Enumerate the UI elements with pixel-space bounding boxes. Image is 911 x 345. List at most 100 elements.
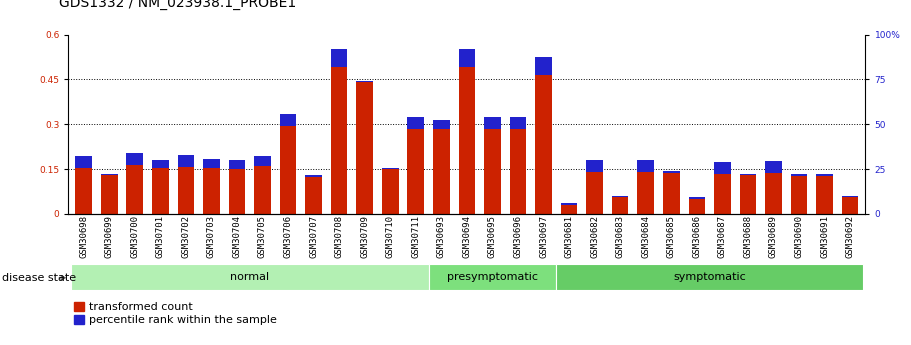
Text: GSM30706: GSM30706 <box>283 215 292 258</box>
Bar <box>714 161 731 174</box>
Text: symptomatic: symptomatic <box>673 272 746 282</box>
Bar <box>842 197 858 214</box>
Text: GSM30685: GSM30685 <box>667 215 676 258</box>
Text: GSM30708: GSM30708 <box>334 215 343 258</box>
Text: presymptomatic: presymptomatic <box>447 272 537 282</box>
Bar <box>791 174 807 176</box>
Bar <box>127 165 143 214</box>
Text: GSM30700: GSM30700 <box>130 215 139 258</box>
Text: GSM30702: GSM30702 <box>181 215 190 258</box>
Bar <box>101 174 118 175</box>
Bar <box>740 175 756 214</box>
Bar <box>587 160 603 172</box>
Bar <box>203 168 220 214</box>
Text: GSM30691: GSM30691 <box>820 215 829 258</box>
Bar <box>76 168 92 214</box>
Bar <box>509 129 527 214</box>
Text: GSM30711: GSM30711 <box>411 215 420 258</box>
Bar <box>458 67 476 214</box>
Bar <box>484 117 501 129</box>
Bar <box>740 174 756 175</box>
Bar <box>331 49 347 67</box>
Bar <box>765 173 782 214</box>
Bar <box>382 168 398 169</box>
Bar <box>791 176 807 214</box>
Bar <box>458 49 476 67</box>
Bar <box>638 172 654 214</box>
Text: GSM30693: GSM30693 <box>437 215 445 258</box>
Bar <box>152 160 169 168</box>
Text: GSM30686: GSM30686 <box>692 215 701 258</box>
Text: GSM30695: GSM30695 <box>488 215 496 258</box>
Bar <box>612 197 629 214</box>
Bar <box>433 129 450 214</box>
Bar <box>254 166 271 214</box>
Bar <box>152 168 169 214</box>
Text: GSM30696: GSM30696 <box>514 215 523 258</box>
Bar <box>127 152 143 165</box>
Text: GSM30684: GSM30684 <box>641 215 650 258</box>
Bar <box>280 114 296 126</box>
Bar <box>689 197 705 199</box>
Text: GSM30690: GSM30690 <box>794 215 804 258</box>
Bar <box>689 199 705 214</box>
Bar <box>71 264 428 290</box>
Bar <box>557 264 863 290</box>
Text: normal: normal <box>230 272 270 282</box>
Text: GSM30683: GSM30683 <box>616 215 625 258</box>
Text: GSM30704: GSM30704 <box>232 215 241 258</box>
Bar <box>765 161 782 173</box>
Bar <box>305 177 322 214</box>
Bar <box>229 169 245 214</box>
Bar <box>587 172 603 214</box>
Bar <box>229 160 245 169</box>
Bar <box>536 75 552 214</box>
Bar <box>178 155 194 167</box>
Text: GDS1332 / NM_023938.1_PROBE1: GDS1332 / NM_023938.1_PROBE1 <box>59 0 296 10</box>
Bar <box>433 120 450 129</box>
Text: GSM30694: GSM30694 <box>463 215 471 258</box>
Bar <box>331 67 347 214</box>
Text: GSM30692: GSM30692 <box>845 215 855 258</box>
Text: GSM30687: GSM30687 <box>718 215 727 258</box>
Bar <box>428 264 557 290</box>
Text: GSM30682: GSM30682 <box>590 215 599 258</box>
Bar <box>561 204 578 205</box>
Bar <box>663 171 680 172</box>
Bar <box>509 117 527 129</box>
Bar <box>816 174 833 176</box>
Text: GSM30681: GSM30681 <box>565 215 574 258</box>
Bar <box>663 172 680 214</box>
Bar <box>382 169 398 214</box>
Text: GSM30698: GSM30698 <box>79 215 88 258</box>
Bar <box>203 159 220 168</box>
Bar <box>280 126 296 214</box>
Bar <box>101 175 118 214</box>
Text: GSM30701: GSM30701 <box>156 215 165 258</box>
Bar <box>816 176 833 214</box>
Bar <box>714 174 731 214</box>
Bar <box>305 175 322 177</box>
Bar <box>536 57 552 75</box>
Legend: transformed count, percentile rank within the sample: transformed count, percentile rank withi… <box>74 302 277 325</box>
Bar <box>638 160 654 172</box>
Bar <box>484 129 501 214</box>
Text: GSM30689: GSM30689 <box>769 215 778 258</box>
Text: GSM30705: GSM30705 <box>258 215 267 258</box>
Text: GSM30703: GSM30703 <box>207 215 216 258</box>
Text: disease state: disease state <box>2 273 76 283</box>
Text: GSM30688: GSM30688 <box>743 215 752 258</box>
Bar <box>254 156 271 166</box>
Bar <box>612 196 629 197</box>
Text: GSM30699: GSM30699 <box>105 215 114 258</box>
Bar <box>842 196 858 197</box>
Bar <box>178 167 194 214</box>
Bar <box>356 82 373 214</box>
Text: GSM30709: GSM30709 <box>360 215 369 258</box>
Text: GSM30707: GSM30707 <box>309 215 318 258</box>
Text: GSM30697: GSM30697 <box>539 215 548 258</box>
Bar <box>561 205 578 214</box>
Bar <box>76 156 92 168</box>
Bar <box>407 129 425 214</box>
Bar <box>407 117 425 129</box>
